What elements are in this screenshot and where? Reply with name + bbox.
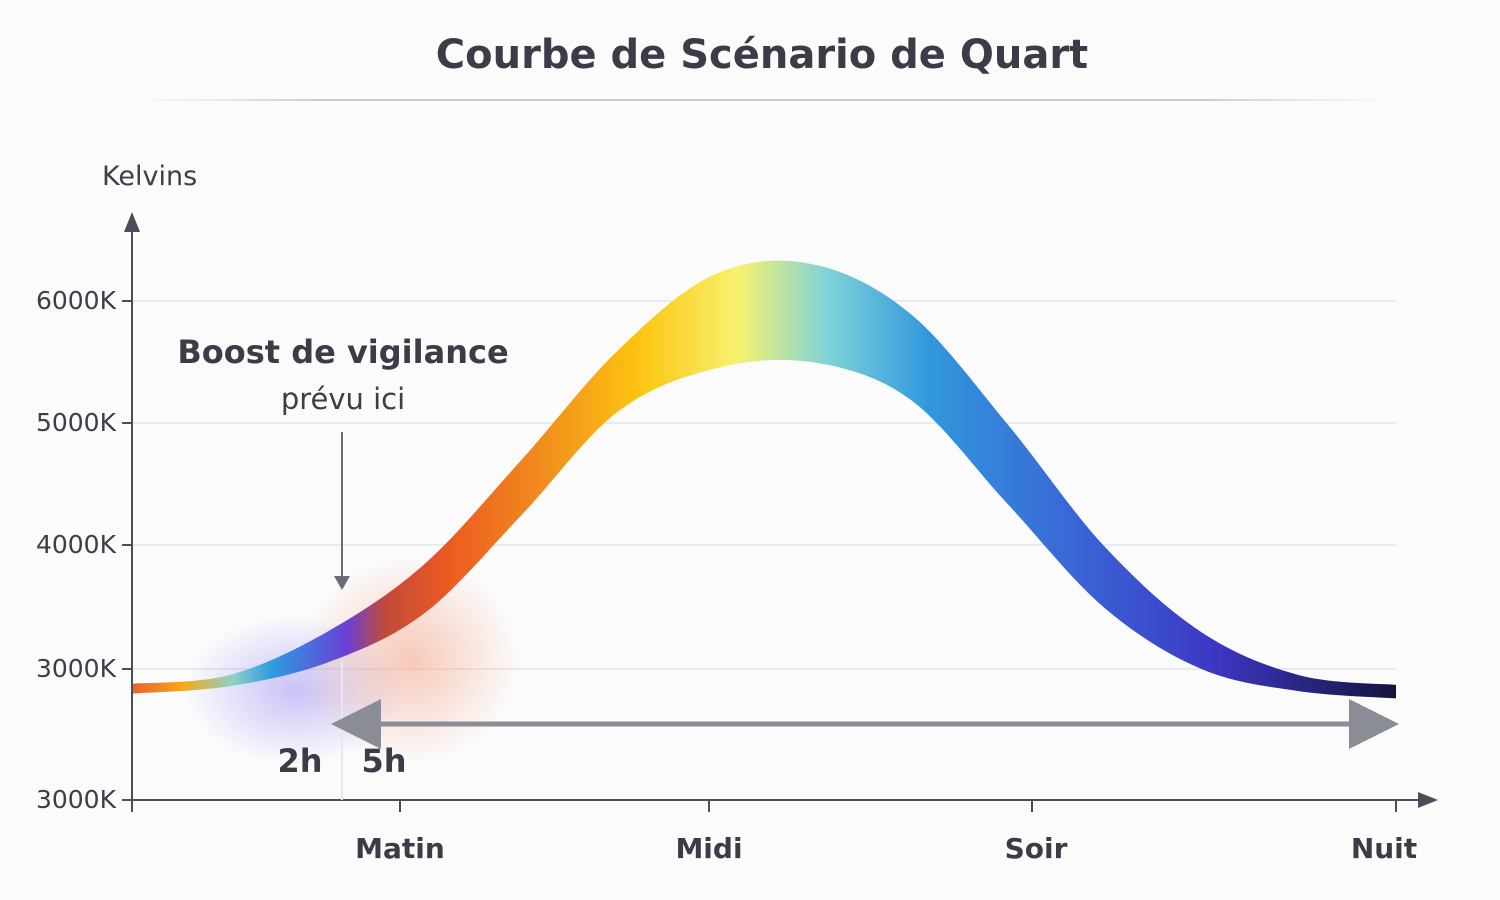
y-axis-label: Kelvins bbox=[102, 161, 197, 192]
y-axis-arrow bbox=[124, 212, 140, 232]
temperature-band bbox=[132, 260, 1396, 699]
boost-pointer-arrowhead bbox=[334, 576, 350, 590]
y-ticks: 3000K 3000K 4000K 5000K 6000K bbox=[36, 286, 132, 814]
boost-annotation-subtitle: prévu ici bbox=[281, 382, 405, 416]
chart-title: Courbe de Scénario de Quart bbox=[436, 32, 1088, 78]
y-tick-label: 3000K bbox=[36, 654, 117, 683]
marker-5h-label: 5h bbox=[361, 742, 406, 780]
y-tick-label: 4000K bbox=[36, 530, 117, 559]
x-axis-arrow bbox=[1418, 792, 1438, 808]
x-ticks: Matin Midi Soir Nuit bbox=[131, 800, 1417, 865]
y-tick-label: 5000K bbox=[36, 408, 117, 437]
x-tick-label: Midi bbox=[675, 832, 742, 865]
y-tick-label: 6000K bbox=[36, 286, 117, 315]
title-divider bbox=[130, 99, 1395, 101]
marker-2h-label: 2h bbox=[277, 742, 322, 780]
boost-annotation-title: Boost de vigilance bbox=[177, 333, 508, 371]
y-tick-label: 3000K bbox=[36, 785, 117, 814]
x-tick-label: Soir bbox=[1005, 832, 1068, 865]
x-tick-label: Nuit bbox=[1351, 832, 1417, 865]
x-tick-label: Matin bbox=[355, 832, 445, 865]
